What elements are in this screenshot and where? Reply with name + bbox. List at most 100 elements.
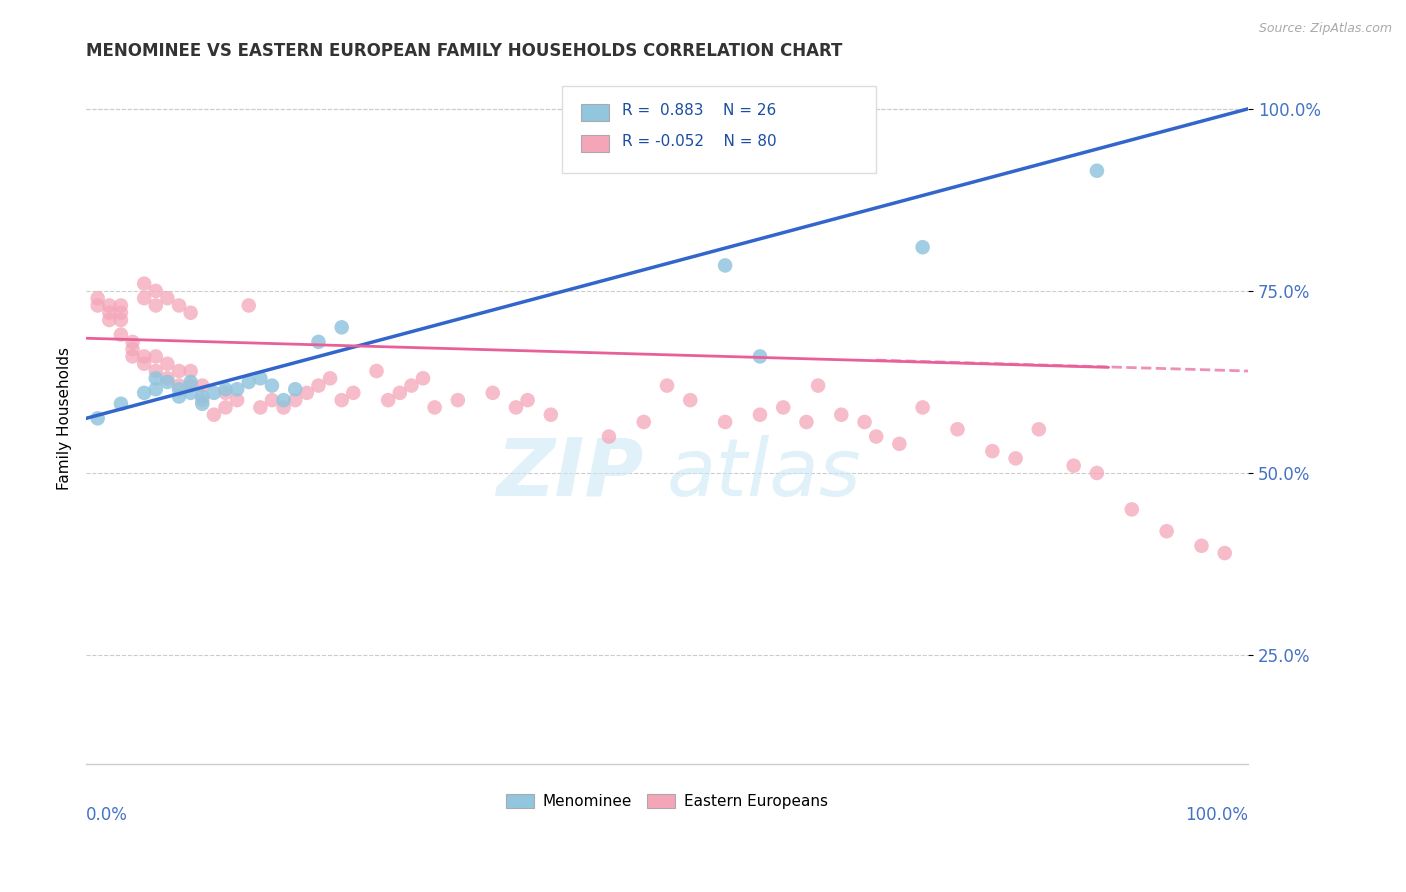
Point [889,437,911,451]
Point [167,390,190,404]
Legend: Menominee, Eastern Europeans: Menominee, Eastern Europeans [501,789,834,815]
Point [260,378,283,392]
Point [145,350,167,364]
Point [273,401,295,415]
Point [180,364,202,378]
Point [714,415,737,429]
Point [180,385,202,400]
Point [505,401,527,415]
Point [307,334,329,349]
Point [86,411,108,425]
Point [98,306,121,320]
Point [447,393,470,408]
Point [1191,539,1213,553]
Point [1213,546,1236,560]
Point [191,390,214,404]
FancyBboxPatch shape [562,87,876,173]
Point [167,382,190,396]
Point [1085,163,1108,178]
Point [366,364,388,378]
Text: Source: ZipAtlas.com: Source: ZipAtlas.com [1258,22,1392,36]
Point [1028,422,1050,436]
Point [1121,502,1143,516]
Text: 100.0%: 100.0% [1185,805,1249,824]
Text: R = -0.052    N = 80: R = -0.052 N = 80 [621,134,776,149]
Point [145,364,167,378]
Point [226,382,249,396]
Point [481,385,503,400]
Point [145,371,167,385]
Point [110,306,132,320]
FancyBboxPatch shape [581,104,609,120]
Point [330,320,353,334]
Point [401,378,423,392]
Point [655,378,678,392]
Point [121,342,143,356]
Point [110,327,132,342]
Point [911,240,934,254]
Point [319,371,342,385]
Point [307,378,329,392]
Point [156,371,179,385]
Point [830,408,852,422]
Point [134,385,156,400]
Point [377,393,399,408]
Point [633,415,655,429]
Point [412,371,434,385]
Point [110,313,132,327]
Point [714,259,737,273]
Point [214,385,236,400]
Point [249,401,271,415]
Point [145,284,167,298]
Point [238,375,260,389]
Point [167,378,190,392]
Point [86,291,108,305]
Point [238,298,260,312]
Point [134,350,156,364]
Point [156,291,179,305]
Point [167,364,190,378]
Point [121,350,143,364]
Text: ZIP: ZIP [496,434,644,513]
Y-axis label: Family Households: Family Households [58,347,72,490]
Point [121,334,143,349]
Point [226,393,249,408]
Point [273,393,295,408]
Point [796,415,818,429]
Point [145,382,167,396]
Text: R =  0.883    N = 26: R = 0.883 N = 26 [621,103,776,118]
Point [540,408,562,422]
FancyBboxPatch shape [581,136,609,152]
Point [214,401,236,415]
Point [749,408,772,422]
Point [180,306,202,320]
Point [749,350,772,364]
Point [145,298,167,312]
Point [598,429,620,443]
Point [284,382,307,396]
Point [330,393,353,408]
Point [911,401,934,415]
Point [772,401,794,415]
Point [679,393,702,408]
Point [865,429,887,443]
Text: MENOMINEE VS EASTERN EUROPEAN FAMILY HOUSEHOLDS CORRELATION CHART: MENOMINEE VS EASTERN EUROPEAN FAMILY HOU… [86,42,842,60]
Point [134,291,156,305]
Point [807,378,830,392]
Point [516,393,538,408]
Point [981,444,1004,458]
Point [295,385,318,400]
Point [191,397,214,411]
Point [180,378,202,392]
Point [98,313,121,327]
Point [1085,466,1108,480]
Point [86,298,108,312]
Point [946,422,969,436]
Point [853,415,876,429]
Point [167,298,190,312]
Point [156,357,179,371]
Point [110,397,132,411]
Point [180,375,202,389]
Point [1004,451,1026,466]
Point [388,385,411,400]
